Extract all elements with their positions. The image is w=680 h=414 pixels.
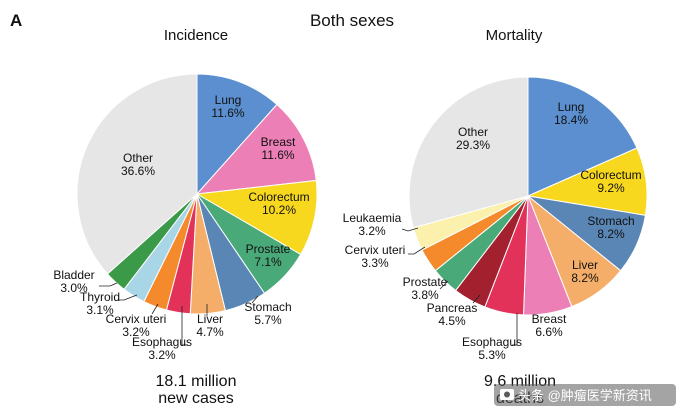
- mortality-label-esophagus: Esophagus 5.3%: [462, 335, 522, 362]
- incidence-label-value-thyroid: 3.1%: [86, 303, 114, 317]
- mortality-label-name-leukaemia: Leukaemia: [343, 211, 402, 225]
- mortality-leader-leukaemia: [401, 227, 419, 232]
- incidence-label-esophagus: Esophagus 3.2%: [132, 335, 192, 362]
- incidence-total: 18.1 million: [156, 373, 237, 390]
- watermark-text: 头条 @肿瘤医学新资讯: [518, 388, 652, 403]
- incidence-label-value-colorectum: 10.2%: [262, 203, 296, 217]
- mortality-pie: Mortality Lung 18.4% Colorectum 9.2% Stomach…: [343, 27, 648, 407]
- incidence-total-unit: new cases: [158, 390, 234, 407]
- incidence-leader-cervix-uteri: [151, 303, 159, 315]
- mortality-leader-esophagus: [512, 313, 518, 346]
- mortality-label-prostate: Prostate 3.8%: [403, 275, 448, 302]
- mortality-label-name-colorectum: Colorectum: [580, 168, 641, 182]
- mortality-label-name-other: Other: [458, 125, 488, 139]
- incidence-label-prostate: Prostate 7.1%: [246, 242, 291, 269]
- incidence-label-colorectum: Colorectum 10.2%: [248, 190, 309, 217]
- incidence-slice-colorectum: [195, 179, 318, 256]
- incidence-leader-thyroid: [118, 294, 138, 301]
- incidence-label-liver: Liver 4.7%: [196, 312, 224, 339]
- mortality-label-name-breast: Breast: [532, 312, 567, 326]
- mortality-label-value-liver: 8.2%: [571, 271, 599, 285]
- incidence-slice-other: [76, 73, 198, 275]
- panel-label: A: [10, 11, 22, 30]
- mortality-label-liver: Liver 8.2%: [571, 258, 599, 285]
- mortality-label-value-stomach: 8.2%: [597, 227, 625, 241]
- incidence-label-name-esophagus: Esophagus: [132, 335, 192, 349]
- incidence-label-value-esophagus: 3.2%: [148, 348, 176, 362]
- mortality-label-cervix-uteri: Cervix uteri 3.3%: [345, 243, 406, 270]
- mortality-label-name-esophagus: Esophagus: [462, 335, 522, 349]
- incidence-label-value-bladder: 3.0%: [60, 281, 88, 295]
- incidence-label-lung: Lung 11.6%: [211, 93, 244, 120]
- mortality-label-pancreas: Pancreas 4.5%: [427, 301, 478, 328]
- camera-icon: [500, 389, 514, 400]
- incidence-label-value-liver: 4.7%: [196, 325, 224, 339]
- mortality-label-stomach: Stomach 8.2%: [587, 214, 634, 241]
- incidence-label-cervix-uteri: Cervix uteri 3.2%: [106, 312, 167, 339]
- mortality-label-name-liver: Liver: [572, 258, 598, 272]
- incidence-label-value-other: 36.6%: [121, 164, 155, 178]
- incidence-label-other: Other 36.6%: [121, 151, 155, 178]
- mortality-label-colorectum: Colorectum 9.2%: [580, 168, 641, 195]
- incidence-label-name-liver: Liver: [197, 312, 223, 326]
- mortality-title: Mortality: [486, 27, 543, 44]
- incidence-label-name-breast: Breast: [261, 135, 296, 149]
- incidence-slice-lung: [196, 73, 278, 196]
- mortality-leader-prostate: [439, 280, 449, 290]
- incidence-label-value-lung: 11.6%: [211, 106, 244, 120]
- mortality-label-name-stomach: Stomach: [587, 214, 634, 228]
- mortality-label-value-prostate: 3.8%: [411, 288, 439, 302]
- watermark: 头条 @肿瘤医学新资讯: [494, 384, 676, 406]
- mortality-label-lung: Lung 18.4%: [554, 100, 588, 127]
- mortality-label-value-colorectum: 9.2%: [597, 181, 625, 195]
- mortality-leader-cervix-uteri: [408, 246, 426, 255]
- incidence-label-value-stomach: 5.7%: [254, 313, 282, 327]
- incidence-label-thyroid: Thyroid 3.1%: [80, 290, 120, 317]
- incidence-label-name-bladder: Bladder: [53, 268, 94, 282]
- mortality-label-leukaemia: Leukaemia 3.2%: [343, 211, 402, 238]
- incidence-leader-bladder: [99, 282, 118, 287]
- incidence-title: Incidence: [164, 27, 228, 44]
- incidence-label-value-breast: 11.6%: [261, 148, 294, 162]
- incidence-label-name-prostate: Prostate: [246, 242, 291, 256]
- mortality-label-value-esophagus: 5.3%: [478, 348, 506, 362]
- mortality-label-name-cervix-uteri: Cervix uteri: [345, 243, 406, 257]
- mortality-label-name-prostate: Prostate: [403, 275, 448, 289]
- mortality-label-value-lung: 18.4%: [554, 113, 588, 127]
- mortality-label-value-pancreas: 4.5%: [438, 314, 466, 328]
- incidence-slice-breast: [195, 103, 317, 195]
- incidence-label-name-cervix-uteri: Cervix uteri: [106, 312, 167, 326]
- mortality-leader-pancreas: [472, 294, 481, 304]
- incidence-label-bladder: Bladder 3.0%: [53, 268, 94, 295]
- mortality-label-value-cervix-uteri: 3.3%: [361, 256, 389, 270]
- incidence-pie: Incidence Lung 11.6%Breast 11.6%Colorectum…: [53, 27, 318, 407]
- mortality-label-other: Other 29.3%: [456, 125, 490, 152]
- incidence-leader-esophagus: [181, 306, 188, 346]
- incidence-label-value-prostate: 7.1%: [254, 255, 282, 269]
- mortality-slice-other: [408, 76, 529, 229]
- mortality-label-name-lung: Lung: [558, 100, 585, 114]
- mortality-label-breast: Breast 6.6%: [532, 312, 567, 339]
- incidence-label-stomach: Stomach 5.7%: [244, 300, 291, 327]
- incidence-label-name-other: Other: [123, 151, 153, 165]
- incidence-leader-stomach: [251, 295, 259, 304]
- watermark-background: [494, 384, 676, 406]
- mortality-slice-lung: [527, 76, 638, 197]
- mortality-label-value-other: 29.3%: [456, 138, 490, 152]
- mortality-label-name-pancreas: Pancreas: [427, 301, 478, 315]
- mortality-label-value-breast: 6.6%: [535, 325, 563, 339]
- incidence-label-name-thyroid: Thyroid: [80, 290, 120, 304]
- incidence-label-name-colorectum: Colorectum: [248, 190, 309, 204]
- mortality-label-value-leukaemia: 3.2%: [358, 224, 386, 238]
- figure-title: Both sexes: [310, 11, 394, 30]
- incidence-label-value-cervix-uteri: 3.2%: [122, 325, 150, 339]
- incidence-label-name-stomach: Stomach: [244, 300, 291, 314]
- incidence-label-name-lung: Lung: [215, 93, 242, 107]
- incidence-label-breast: Breast 11.6%: [261, 135, 296, 162]
